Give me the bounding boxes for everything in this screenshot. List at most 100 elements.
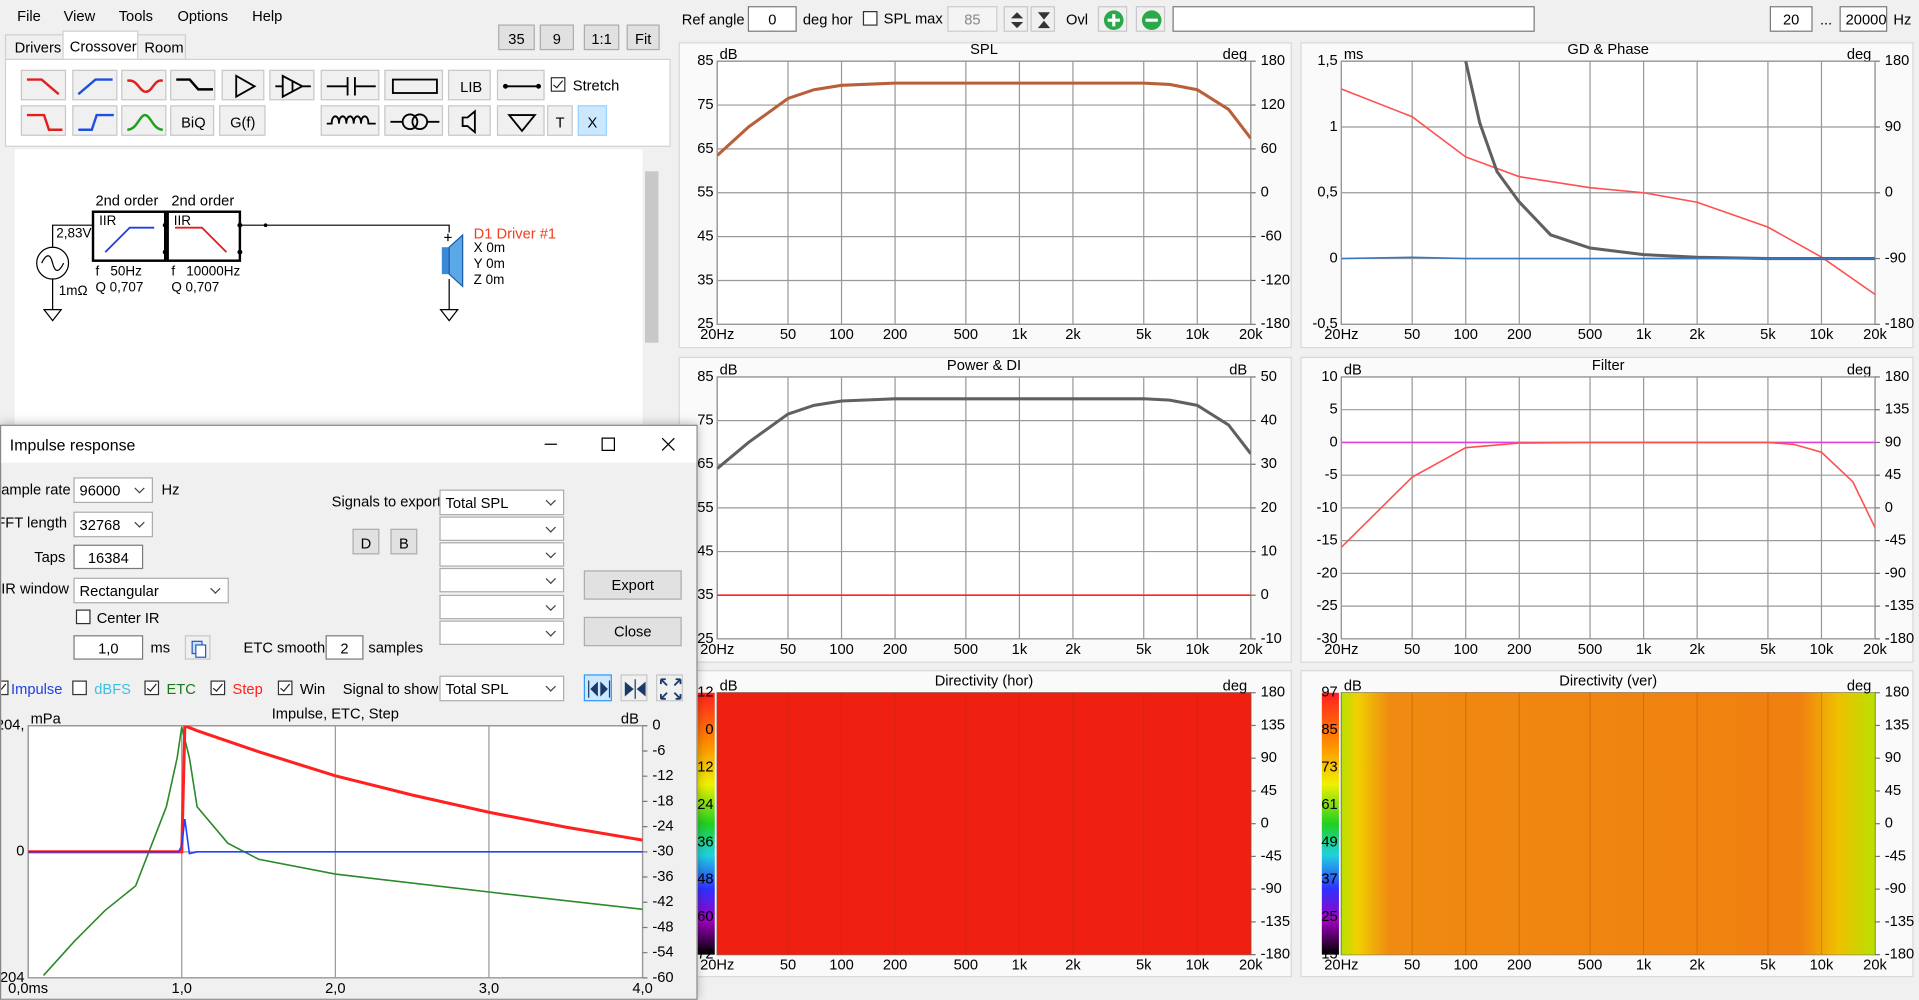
impulse-checkbox[interactable] <box>1 680 9 696</box>
spin-button[interactable] <box>1003 6 1029 32</box>
ir-window-select[interactable]: Rectangular <box>73 577 229 604</box>
freq-from-input[interactable]: 20 <box>1769 6 1813 32</box>
y2-tick-label: 20 <box>1261 500 1277 516</box>
gain-button[interactable] <box>221 69 265 101</box>
view-button[interactable]: Fit <box>626 24 660 51</box>
copy-button[interactable] <box>184 635 211 660</box>
expand-button[interactable] <box>656 674 683 702</box>
transformer-button[interactable] <box>384 105 444 136</box>
tab-active[interactable]: Crossover <box>62 30 139 60</box>
window-ms-input[interactable]: 1,0 <box>73 635 144 660</box>
spl-max-input[interactable]: 85 <box>947 6 998 32</box>
y-unit: mPa <box>31 712 62 728</box>
win-checkbox[interactable] <box>277 680 293 696</box>
y-tick-label: -25 <box>1317 598 1338 614</box>
center-button[interactable] <box>620 674 648 702</box>
gf-button[interactable]: G(f) <box>219 105 266 136</box>
button-label[interactable]: T <box>555 113 565 131</box>
shelf-button[interactable] <box>170 69 216 101</box>
library-button[interactable]: LIB <box>447 69 491 101</box>
lowpass-button[interactable] <box>20 69 67 101</box>
add-overlay[interactable] <box>1097 6 1128 32</box>
window-controls[interactable] <box>528 426 698 463</box>
button-label[interactable]: X <box>587 113 598 131</box>
capacitor-button[interactable] <box>320 69 380 101</box>
freq-to-input[interactable]: 20000 <box>1839 6 1888 32</box>
stretch-checkbox[interactable] <box>550 77 566 92</box>
button-label[interactable]: BiQ <box>181 113 206 131</box>
etc-checkbox[interactable] <box>144 680 160 696</box>
inductor-button[interactable] <box>320 105 380 136</box>
scrollbar[interactable] <box>642 149 661 425</box>
x-tick-label: 10k <box>1185 958 1209 974</box>
d-button[interactable]: D <box>352 528 380 555</box>
y2-unit: deg <box>1847 363 1871 379</box>
menu-item[interactable]: View <box>63 7 96 25</box>
menu-item[interactable]: Help <box>252 7 283 25</box>
bandpass-button[interactable] <box>121 105 167 136</box>
taps-input[interactable]: 16384 <box>73 544 144 570</box>
x-tick-label: 20k <box>1863 958 1887 974</box>
export-signal-select[interactable] <box>439 542 565 567</box>
etc-smooth-input[interactable]: 2 <box>325 635 364 660</box>
sample-rate-select[interactable]: 96000 <box>73 477 153 504</box>
x-tick-label: 50 <box>780 958 796 974</box>
remove-overlay[interactable] <box>1135 6 1166 32</box>
label: ... <box>1819 11 1833 29</box>
menu-item[interactable]: Options <box>177 7 229 25</box>
tab-label[interactable]: Drivers <box>14 39 62 57</box>
heatmap <box>717 692 1251 955</box>
export-signal-select[interactable] <box>439 594 565 620</box>
x-button[interactable]: X <box>577 105 608 136</box>
driver-z: Z 0m <box>473 272 505 288</box>
export-button[interactable]: Export <box>583 570 682 600</box>
signal-to-show-select[interactable]: Total SPL <box>439 675 565 702</box>
tab-label[interactable]: Room <box>144 39 184 57</box>
spl-max-checkbox[interactable] <box>862 11 878 26</box>
spin-button[interactable] <box>1030 6 1056 32</box>
fft-length-select[interactable]: 32768 <box>73 511 153 538</box>
close-button[interactable]: Close <box>583 616 682 647</box>
ground-button[interactable] <box>496 105 545 136</box>
biquad-button[interactable]: BiQ <box>170 105 215 136</box>
resistor-button[interactable] <box>384 69 444 101</box>
y2-tick-label: 120 <box>1261 97 1285 113</box>
export-signal-select[interactable] <box>439 567 565 593</box>
export-signal-select[interactable] <box>439 620 565 645</box>
scroll-thumb[interactable] <box>644 171 659 343</box>
button-label[interactable]: LIB <box>460 78 483 96</box>
export-signal-select[interactable]: Total SPL <box>439 489 565 516</box>
x-tick-label: 0,0ms <box>8 981 48 997</box>
y-tick-label: 1,5 <box>1317 53 1337 69</box>
lowpass-button[interactable] <box>20 105 67 136</box>
view-button[interactable]: 1:1 <box>583 24 620 51</box>
step-checkbox[interactable] <box>210 680 226 696</box>
text-button[interactable]: T <box>547 105 573 136</box>
speaker-button[interactable] <box>447 105 491 136</box>
tab-label[interactable]: Crossover <box>69 37 137 56</box>
y2-tick-label: 90 <box>1261 750 1277 766</box>
export-signal-select[interactable] <box>439 516 565 541</box>
allpass-button[interactable] <box>121 69 167 101</box>
center-ir-checkbox[interactable] <box>75 609 91 625</box>
wire-button[interactable] <box>496 69 545 101</box>
overlay-input[interactable] <box>1172 6 1535 32</box>
menu-item[interactable]: Tools <box>118 7 154 25</box>
b-button[interactable]: B <box>390 528 418 555</box>
color-bar-label: 25 <box>1321 909 1337 925</box>
view-button[interactable]: 9 <box>539 24 575 51</box>
highpass-button[interactable] <box>72 69 118 101</box>
label: ETC smooth <box>243 638 326 657</box>
x-tick-label: 20Hz <box>1324 642 1358 658</box>
ref-angle-input[interactable]: 0 <box>747 6 797 32</box>
y-tick-label: 204, <box>1 718 24 734</box>
menu-item[interactable]: File <box>17 7 41 25</box>
dbfs-checkbox[interactable] <box>72 680 87 696</box>
view-button[interactable]: 35 <box>498 24 535 51</box>
x-tick-label: 2k <box>1065 327 1081 343</box>
highpass-button[interactable] <box>72 105 118 136</box>
button-label[interactable]: G(f) <box>230 113 256 131</box>
fit-button[interactable] <box>583 674 612 702</box>
x-tick-label: 5k <box>1136 958 1152 974</box>
delay-button[interactable] <box>269 69 315 101</box>
